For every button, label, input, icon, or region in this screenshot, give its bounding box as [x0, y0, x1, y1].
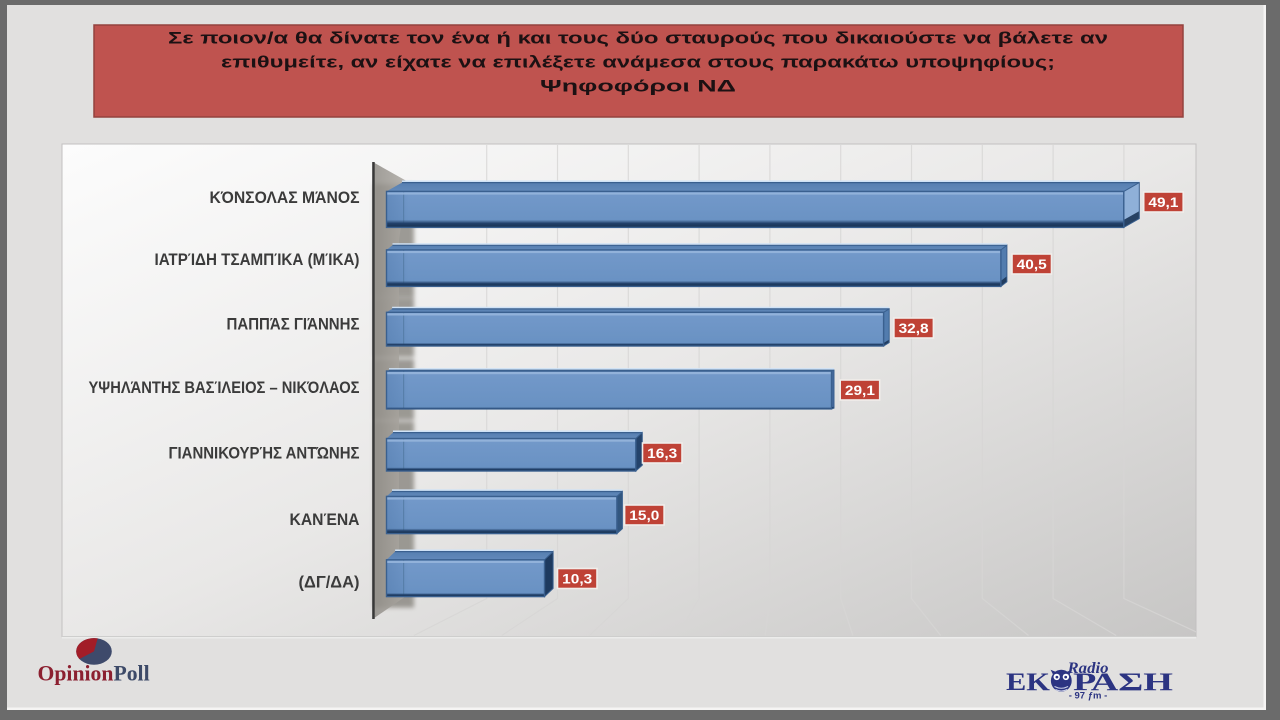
- svg-text:ΡΑΣΗ: ΡΑΣΗ: [1073, 669, 1174, 696]
- svg-text:16,3: 16,3: [647, 445, 677, 461]
- svg-text:Σε ποιον/α θα δίνατε τον ένα ή: Σε ποιον/α θα δίνατε τον ένα ή και τους …: [168, 30, 1108, 48]
- svg-text:- 97 ƒm -: - 97 ƒm -: [1069, 691, 1108, 702]
- svg-text:15,0: 15,0: [629, 507, 659, 523]
- svg-text:ΓΙΑΝΝΙΚΟΥΡΉΣ ΑΝΤΏΝΗΣ: ΓΙΑΝΝΙΚΟΥΡΉΣ ΑΝΤΏΝΗΣ: [169, 444, 360, 462]
- svg-text:OpinionPoll: OpinionPoll: [38, 662, 150, 686]
- svg-text:ΥΨΗΛΆΝΤΗΣ ΒΑΣΊΛΕΙΟΣ – ΝΙΚΌΛΑΟΣ: ΥΨΗΛΆΝΤΗΣ ΒΑΣΊΛΕΙΟΣ – ΝΙΚΌΛΑΟΣ: [89, 379, 360, 397]
- svg-text:ΚΌΝΣΟΛΑΣ ΜΆΝΟΣ: ΚΌΝΣΟΛΑΣ ΜΆΝΟΣ: [210, 189, 360, 207]
- svg-text:Radio: Radio: [1066, 660, 1108, 677]
- svg-text:32,8: 32,8: [899, 320, 929, 336]
- svg-text:10,3: 10,3: [562, 571, 592, 587]
- svg-text:29,1: 29,1: [845, 382, 875, 398]
- svg-text:ΚΑΝΈΝΑ: ΚΑΝΈΝΑ: [290, 511, 360, 529]
- svg-text:40,5: 40,5: [1017, 256, 1047, 272]
- svg-text:ΠΑΠΠΆΣ ΓΙΆΝΝΗΣ: ΠΑΠΠΆΣ ΓΙΆΝΝΗΣ: [227, 315, 360, 333]
- svg-text:ΕΚ: ΕΚ: [1006, 669, 1051, 696]
- svg-text:επιθυμείτε, αν είχατε να επιλέ: επιθυμείτε, αν είχατε να επιλέξετε ανάμε…: [221, 54, 1055, 72]
- svg-text:Ψηφοφόροι ΝΔ: Ψηφοφόροι ΝΔ: [540, 78, 736, 96]
- svg-text:ΙΑΤΡΊΔΗ ΤΣΑΜΠΊΚΑ (ΜΊΚΑ): ΙΑΤΡΊΔΗ ΤΣΑΜΠΊΚΑ (ΜΊΚΑ): [155, 251, 360, 269]
- svg-text:(ΔΓ/ΔΑ): (ΔΓ/ΔΑ): [299, 574, 360, 592]
- svg-text:49,1: 49,1: [1148, 194, 1178, 210]
